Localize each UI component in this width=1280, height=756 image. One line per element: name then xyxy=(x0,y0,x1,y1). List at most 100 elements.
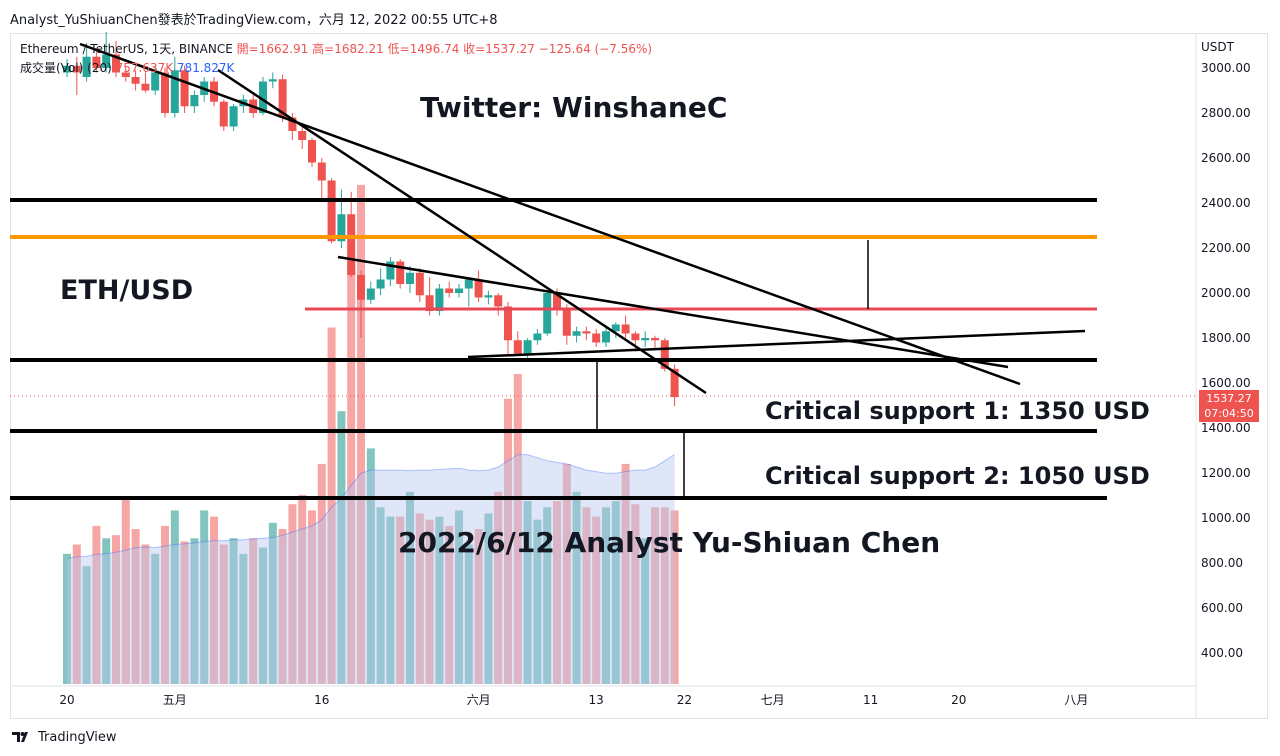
volume-bar xyxy=(582,507,591,684)
time-tick-label: 22 xyxy=(677,693,692,707)
volume-bar xyxy=(592,516,601,684)
candle-body xyxy=(484,295,493,298)
candle-body xyxy=(621,324,630,334)
price-tick-label: 2600.00 xyxy=(1201,151,1251,165)
candle-body xyxy=(259,81,267,113)
time-axis[interactable]: 20 五月 16 六月 13 22 七月 11 20 八月 xyxy=(10,685,1196,707)
volume-bar xyxy=(219,544,228,684)
candle-body xyxy=(562,308,571,336)
volume-bar xyxy=(357,184,365,684)
volume-bar xyxy=(553,501,561,684)
volume-bar xyxy=(533,519,542,684)
pair-annotation: ETH/USD xyxy=(60,275,193,306)
price-tick-label: 1200.00 xyxy=(1201,466,1251,480)
volume-bar xyxy=(268,522,277,684)
last-price-badge: 1537.27 07:04:50 xyxy=(1199,390,1259,422)
volume-bar xyxy=(121,498,130,684)
price-tick-label: 2400.00 xyxy=(1201,196,1251,210)
candle-body xyxy=(523,340,532,354)
volume-bar xyxy=(72,544,81,684)
volume-bar xyxy=(347,262,356,684)
volume-ma-line xyxy=(66,454,675,559)
candle-body xyxy=(670,368,679,398)
candle-body xyxy=(229,106,238,127)
volume-bar xyxy=(288,504,297,684)
candle-body xyxy=(582,331,591,334)
candle-body xyxy=(572,331,581,336)
candle-body xyxy=(102,54,111,68)
volume-bar xyxy=(259,547,267,684)
tradingview-logo-icon xyxy=(12,730,32,744)
volume-ma-area xyxy=(67,454,675,684)
volume-bar xyxy=(112,535,120,684)
candle-body xyxy=(494,295,503,307)
volume-bar xyxy=(337,411,346,684)
time-tick-label: 八月 xyxy=(1064,693,1088,707)
volume-bar xyxy=(92,525,101,684)
volume-label: 成交量(Vol) (20) xyxy=(20,61,112,75)
price-tick-label: 1000.00 xyxy=(1201,511,1251,525)
candle-body xyxy=(327,180,336,242)
volume-bar xyxy=(308,510,316,684)
volume-bar xyxy=(278,529,287,684)
volume-bar xyxy=(210,516,218,684)
volume-bar xyxy=(611,501,620,684)
high-value: 高=1682.21 xyxy=(312,42,384,56)
candle-body xyxy=(445,288,454,293)
support1-annotation: Critical support 1: 1350 USD xyxy=(765,397,1150,425)
candle-body xyxy=(180,70,189,107)
volume-bar xyxy=(180,541,189,684)
volume-bar xyxy=(82,566,91,684)
time-tick-label: 五月 xyxy=(163,693,187,707)
time-tick-label: 六月 xyxy=(467,693,491,707)
candle-body xyxy=(141,83,150,91)
price-tick-label: 2800.00 xyxy=(1201,106,1251,120)
volume-bar xyxy=(572,491,581,684)
candle-body xyxy=(72,65,81,73)
candle-body xyxy=(278,79,287,118)
currency-label: USDT xyxy=(1201,40,1235,54)
time-tick-label: 16 xyxy=(314,693,329,707)
volume-bar xyxy=(239,553,248,684)
attribution-bar: Analyst_YuShiuanChen發表於TradingView.com，六… xyxy=(0,0,1280,34)
candle-body xyxy=(317,162,326,181)
volume-bar xyxy=(63,553,71,684)
candle-body xyxy=(504,306,512,341)
candle-body xyxy=(308,140,316,163)
price-tick-label: 2200.00 xyxy=(1201,241,1251,255)
twitter-annotation: Twitter: WinshaneC xyxy=(420,91,727,124)
volume-bar xyxy=(151,553,160,684)
volume-bars xyxy=(63,184,679,684)
candle-body xyxy=(161,72,169,113)
support2-annotation: Critical support 2: 1050 USD xyxy=(765,462,1150,490)
volume-bar xyxy=(327,327,336,684)
chart-frame xyxy=(10,33,1268,719)
volume-bar xyxy=(641,538,650,684)
candle-body xyxy=(92,56,101,68)
last-price-value: 1537.27 xyxy=(1206,392,1252,405)
footer[interactable]: TradingView xyxy=(12,727,117,747)
legend-row-price: Ethereum / TetherUS, 1天, BINANCE 開=1662.… xyxy=(20,40,652,57)
volume-bar xyxy=(200,510,209,684)
volume-ma-value: 781.827K xyxy=(176,61,235,75)
volume-bar xyxy=(131,529,140,684)
time-tick-label: 20 xyxy=(951,693,966,707)
volume-bar xyxy=(102,538,111,684)
volume-bar xyxy=(366,448,375,684)
candle-body xyxy=(533,333,542,341)
analyst-annotation: 2022/6/12 Analyst Yu-Shiuan Chen xyxy=(398,526,940,559)
price-axis[interactable]: USDT 3000.00 2800.00 2600.00 2400.00 2200.00… xyxy=(1195,34,1251,718)
volume-ma xyxy=(66,454,675,684)
volume-bar xyxy=(161,525,169,684)
candle-body xyxy=(543,293,552,334)
volume-bar xyxy=(425,519,434,684)
low-value: 低=1496.74 xyxy=(387,42,460,56)
attribution-text: Analyst_YuShiuanChen發表於TradingView.com，六… xyxy=(10,13,498,28)
volume-bar xyxy=(484,513,493,684)
volume-bar xyxy=(670,510,679,684)
volume-bar xyxy=(543,507,552,684)
candle-body xyxy=(82,56,91,77)
volume-bar xyxy=(602,507,610,684)
candle-body xyxy=(219,101,228,127)
